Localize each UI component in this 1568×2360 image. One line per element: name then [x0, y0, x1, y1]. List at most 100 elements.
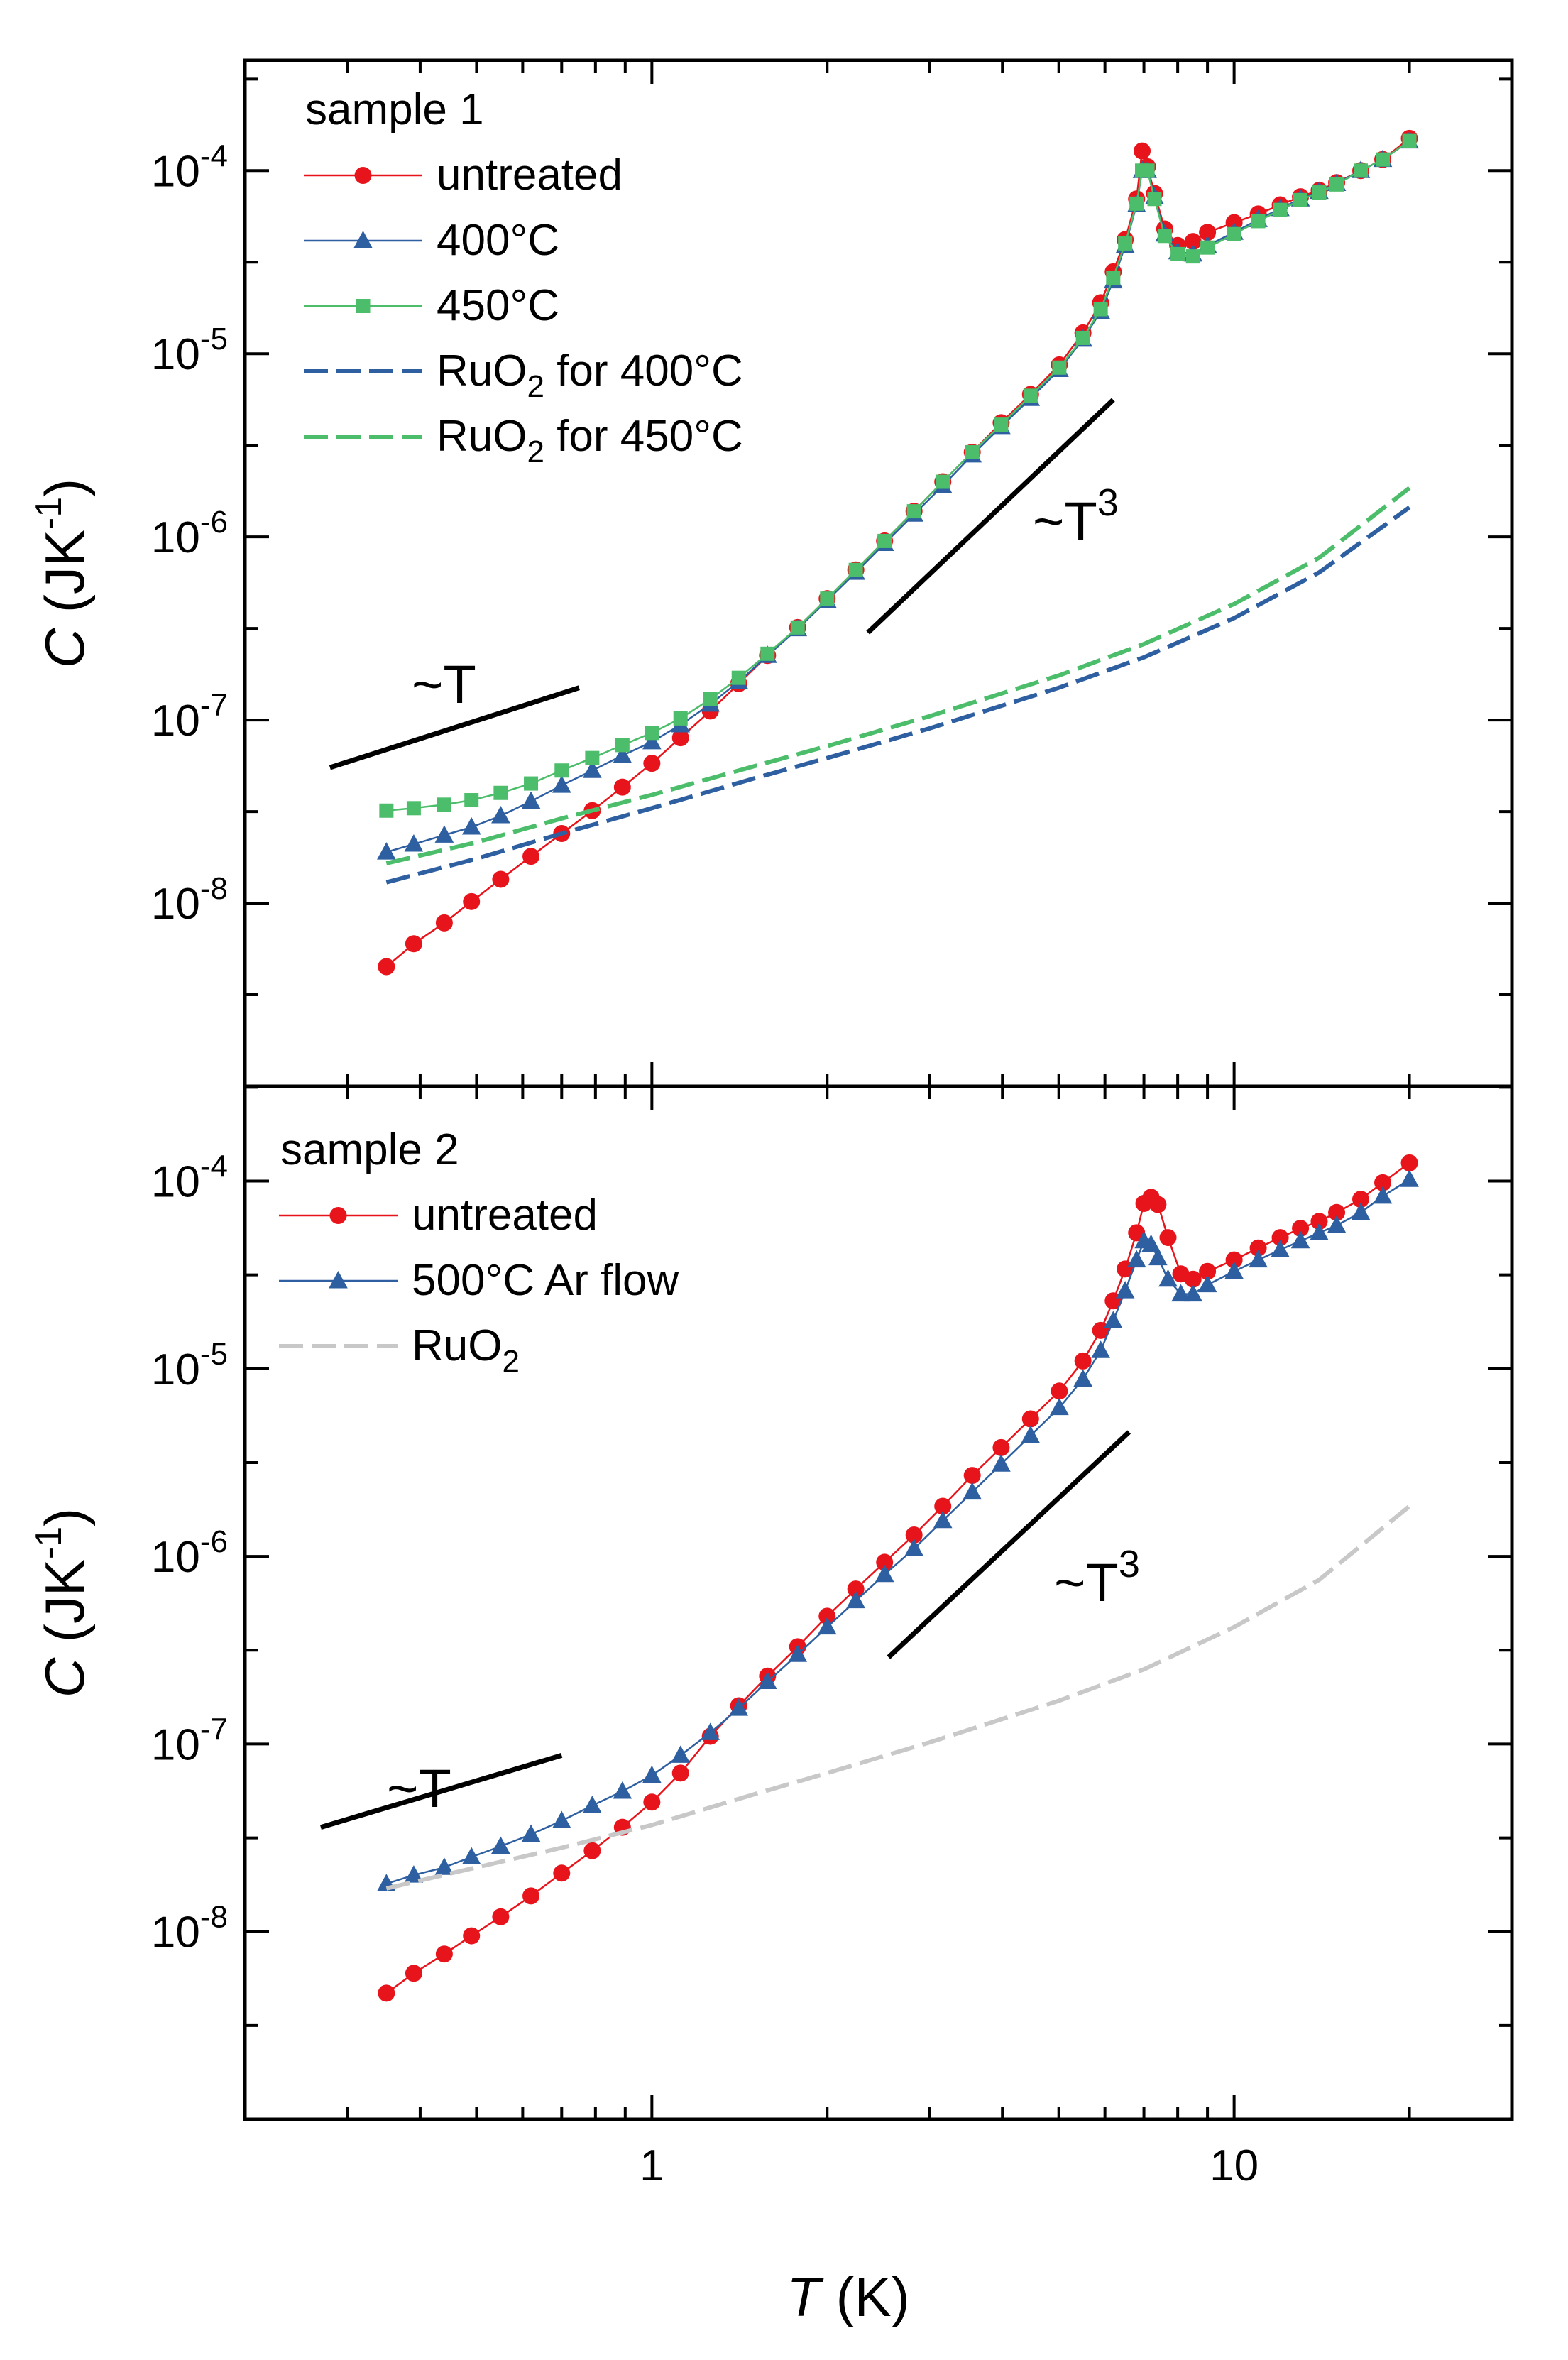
series-ruo2-for-400-c — [385, 506, 1411, 885]
data-point — [1251, 214, 1266, 229]
legend-label: 450°C — [437, 281, 559, 330]
data-point — [1227, 226, 1241, 241]
data-point — [1149, 1196, 1167, 1213]
data-point — [1141, 1234, 1161, 1252]
data-point — [875, 1564, 894, 1583]
data-point — [379, 803, 394, 818]
data-point — [1129, 196, 1144, 211]
data-point — [643, 755, 661, 772]
data-point — [492, 1908, 510, 1925]
x-axis-title: T (K) — [786, 2266, 909, 2328]
data-point — [613, 1781, 632, 1799]
data-point — [1051, 1382, 1068, 1400]
data-point — [404, 1865, 424, 1883]
legend-label: untreated — [437, 151, 623, 200]
x-tick-label: 1 — [640, 2141, 664, 2190]
data-point — [1106, 271, 1121, 285]
data-point — [934, 1497, 952, 1515]
data-point — [1091, 1340, 1110, 1358]
series-ruo2 — [385, 1504, 1411, 1891]
data-point — [642, 1765, 662, 1783]
data-point — [1329, 177, 1344, 192]
data-point — [521, 1824, 541, 1842]
data-point — [671, 729, 689, 747]
data-point — [963, 1467, 981, 1485]
panel-sample-2: 1 10 10-8 10-7 10-6 10-5 10-4 C (JK-1) ~T ~T3 samp… — [28, 1084, 1514, 2190]
data-point — [585, 750, 600, 765]
data-point — [405, 1965, 422, 1982]
legend-marker — [353, 231, 373, 248]
data-point — [613, 778, 631, 796]
data-point — [464, 793, 479, 808]
legend-label: 400°C — [437, 216, 559, 265]
data-point — [553, 1864, 571, 1882]
data-point — [992, 1454, 1011, 1472]
legend: sample 1 untreated 400°C 450°C RuO2 for 400°… — [304, 85, 743, 469]
y-tick-label: 10-6 — [151, 1524, 228, 1582]
data-point — [522, 848, 540, 865]
data-point — [848, 562, 863, 577]
data-point — [583, 760, 602, 778]
data-point — [434, 1857, 454, 1875]
legend-header: sample 2 — [280, 1125, 459, 1174]
data-point — [491, 1836, 510, 1854]
data-point — [817, 1617, 837, 1635]
legend-label: 500°C Ar flow — [412, 1256, 679, 1305]
data-point — [1290, 1230, 1310, 1249]
data-point — [434, 825, 454, 843]
data-point — [847, 1580, 865, 1598]
data-point — [818, 1607, 836, 1625]
data-point — [1050, 1397, 1069, 1416]
y-tick-label: 10-8 — [151, 871, 228, 929]
data-point — [404, 834, 424, 852]
y-tick-label: 10-6 — [151, 505, 228, 562]
data-point — [904, 1539, 923, 1556]
data-point — [963, 1482, 982, 1500]
power-law-guide-line — [319, 1753, 563, 1830]
data-point — [671, 1745, 691, 1763]
data-point — [1376, 152, 1391, 167]
y-tick-label: 10-4 — [151, 1149, 228, 1207]
data-point — [965, 444, 980, 459]
data-point — [1184, 233, 1202, 251]
data-point — [936, 474, 950, 489]
data-point — [1104, 1311, 1123, 1328]
data-point — [731, 670, 746, 685]
data-point — [1224, 1261, 1244, 1279]
data-point — [463, 1927, 481, 1945]
data-point — [405, 935, 422, 953]
data-point — [1023, 388, 1038, 403]
power-law-guide-label: ~T — [412, 655, 476, 715]
data-point — [1374, 1174, 1392, 1191]
data-point — [1157, 229, 1172, 244]
data-point — [521, 791, 541, 809]
data-point — [435, 1945, 453, 1963]
data-point — [1159, 1229, 1177, 1247]
series-ruo2-for-450-c — [385, 486, 1411, 865]
y-tick-label: 10-5 — [151, 1337, 228, 1394]
power-law-guide-line — [887, 1430, 1131, 1659]
data-point — [1312, 185, 1327, 200]
data-point — [643, 1793, 661, 1811]
y-axis-title: C (JK-1) — [28, 1508, 96, 1698]
data-point — [760, 646, 775, 661]
shared-x-axis: T (K) — [786, 2266, 909, 2328]
legend-marker — [329, 1271, 348, 1289]
x-tick-label: 10 — [1210, 2141, 1259, 2190]
data-point — [1074, 1352, 1092, 1370]
data-point — [378, 1984, 395, 2002]
y-tick-label: 10-8 — [151, 1900, 228, 1957]
data-point — [554, 763, 569, 778]
data-point — [846, 1590, 865, 1609]
data-point — [729, 1698, 749, 1716]
data-point — [1052, 360, 1067, 375]
data-point — [1354, 163, 1369, 178]
data-point — [1351, 1202, 1371, 1220]
series-500-c-ar-flow — [377, 1169, 1419, 1891]
series-line — [385, 1504, 1411, 1891]
y-tick-label: 10-7 — [151, 688, 228, 745]
legend: sample 2 untreated 500°C Ar flow RuO2 — [279, 1125, 679, 1379]
data-point — [1310, 1213, 1328, 1230]
data-point — [1073, 1369, 1092, 1387]
data-point — [613, 745, 632, 763]
